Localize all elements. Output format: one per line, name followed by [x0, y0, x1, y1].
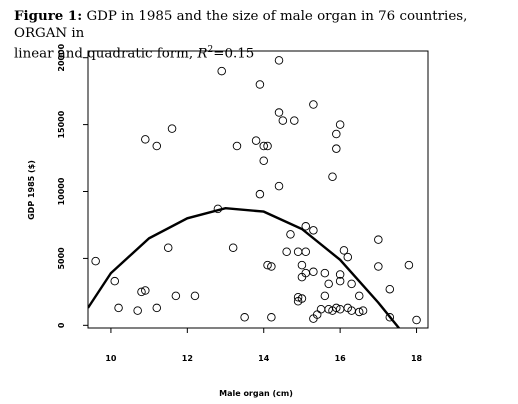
data-point	[335, 270, 345, 279]
data-point	[374, 235, 383, 244]
data-point	[259, 141, 268, 151]
data-point	[293, 292, 303, 302]
data-point	[141, 135, 150, 144]
data-point	[312, 310, 322, 319]
data-point	[259, 156, 268, 165]
data-point	[137, 287, 146, 297]
x-tick-label: 14	[258, 354, 270, 363]
data-point	[228, 243, 238, 252]
data-point	[290, 116, 299, 125]
data-point	[282, 247, 291, 256]
r-squared-value: =0.15	[213, 46, 255, 62]
data-point	[152, 141, 162, 151]
data-point	[141, 286, 150, 295]
data-point	[217, 66, 226, 76]
figure-label: Figure 1:	[14, 8, 83, 24]
data-point	[332, 303, 341, 313]
data-point	[412, 315, 421, 325]
data-point	[332, 144, 341, 153]
data-point	[274, 56, 284, 65]
x-tick-label: 18	[411, 354, 423, 363]
data-point	[163, 243, 173, 252]
caption-line-1: Figure 1: GDP in 1985 and the size of ma…	[14, 8, 506, 42]
data-point	[190, 291, 200, 301]
y-tick-label: 20000	[57, 43, 66, 71]
data-point	[240, 313, 249, 322]
data-point	[251, 136, 261, 145]
data-point	[320, 268, 330, 278]
y-tick-label: 15000	[57, 110, 66, 138]
y-tick-label: 10000	[57, 177, 66, 205]
data-point	[354, 307, 364, 317]
data-point	[263, 260, 272, 270]
data-point	[358, 306, 368, 315]
data-point	[110, 276, 119, 286]
r-squared-symbol: R	[197, 46, 208, 62]
data-point	[274, 181, 284, 191]
data-point	[152, 303, 162, 313]
data-point	[263, 141, 272, 151]
data-point	[255, 189, 265, 199]
x-tick-label: 10	[105, 354, 117, 363]
data-point	[309, 267, 318, 277]
data-point	[332, 129, 341, 139]
data-point	[91, 256, 100, 266]
data-point	[324, 279, 333, 289]
data-point	[297, 272, 307, 282]
data-point	[133, 306, 142, 315]
data-point	[374, 262, 383, 271]
data-point	[167, 124, 177, 133]
data-point	[385, 313, 395, 322]
x-axis: 10 12 14 16 18	[105, 328, 423, 363]
data-point	[347, 279, 356, 289]
data-point	[309, 226, 318, 235]
data-point	[255, 80, 265, 89]
data-point	[278, 116, 288, 125]
caption-line-2: linear and quadratic form, R2=0.15	[14, 42, 506, 62]
data-point	[404, 260, 414, 270]
data-point	[274, 108, 284, 117]
data-point	[320, 291, 330, 301]
data-point	[301, 222, 311, 231]
data-point	[171, 291, 181, 301]
y-axis-title: GDP 1985 ($)	[27, 160, 36, 220]
data-point	[316, 305, 326, 314]
caption-text-1: GDP in 1985 and the size of male organ i…	[14, 9, 468, 41]
data-point	[301, 247, 311, 256]
x-tick-label: 16	[335, 354, 347, 363]
data-points	[91, 56, 421, 325]
data-point	[293, 247, 303, 256]
data-point	[354, 291, 364, 301]
plot-frame	[87, 50, 429, 329]
data-point	[267, 262, 276, 271]
data-point	[328, 172, 337, 182]
data-point	[114, 303, 123, 313]
quadratic-fit-curve	[88, 206, 401, 328]
x-axis-title: Male organ (cm)	[219, 389, 293, 398]
data-point	[343, 252, 353, 262]
data-point	[297, 260, 307, 270]
figure-caption: Figure 1: GDP in 1985 and the size of ma…	[14, 8, 506, 62]
y-tick-label: 0	[57, 322, 66, 328]
data-point	[293, 296, 303, 306]
caption-text-2: linear and quadratic form,	[14, 46, 194, 62]
data-point	[335, 120, 345, 129]
r-squared-sup: 2	[207, 45, 214, 55]
x-tick-label: 12	[182, 354, 193, 363]
y-tick-label: 5000	[57, 247, 66, 270]
data-point	[339, 246, 349, 255]
data-point	[286, 230, 295, 239]
data-point	[232, 141, 242, 151]
data-point	[385, 284, 395, 294]
data-point	[267, 313, 276, 322]
data-point	[335, 276, 345, 286]
y-axis: 0 5000 10000 15000 20000	[57, 43, 88, 328]
data-point	[309, 100, 318, 109]
